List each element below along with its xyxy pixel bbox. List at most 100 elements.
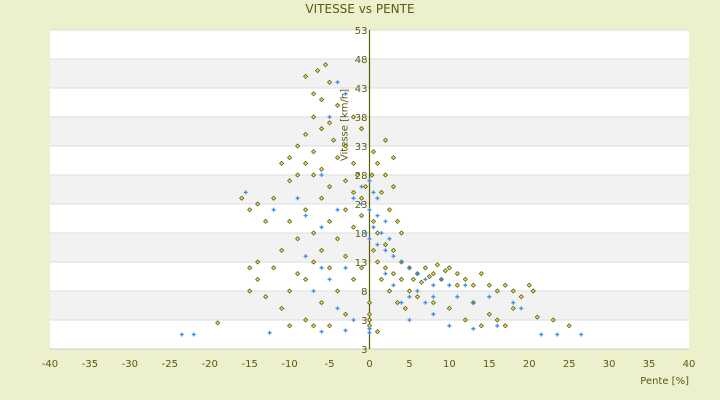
data-point-diamond [342,178,349,184]
data-point-plus [319,265,324,270]
data-point-diamond [518,294,524,300]
data-point-diamond [350,160,357,167]
data-point-diamond [255,201,261,207]
data-point-plus [391,254,396,259]
data-point-plus [423,277,428,282]
data-point-diamond [494,288,500,294]
data-point-plus [383,248,388,253]
data-point-plus [471,326,476,331]
data-point-diamond [390,183,397,190]
data-point-diamond [350,224,357,230]
data-point-diamond [530,288,536,294]
data-point-plus [295,196,300,201]
data-point-diamond [386,288,393,294]
data-point-diamond [247,288,253,294]
data-point-plus [379,231,384,235]
data-point-diamond [239,195,245,201]
data-point-diamond [358,265,365,271]
x-tick-label: 25 [563,359,576,370]
data-point-diamond [247,265,253,271]
data-point-plus [539,332,544,337]
data-point-diamond [318,247,325,254]
data-point-diamond [426,273,433,280]
data-point-diamond [318,96,325,103]
data-point-diamond [318,125,325,132]
y-tick-label: 3 [361,316,367,327]
data-point-diamond [310,91,317,97]
data-point-plus [387,236,392,241]
data-point-diamond [358,125,365,132]
data-point-diamond [302,160,309,167]
x-tick-label: 5 [406,359,412,370]
data-point-diamond [550,317,556,323]
data-point-plus [431,312,436,317]
data-point-diamond [390,154,397,161]
data-point-diamond [502,282,508,288]
data-point-plus [431,294,436,299]
x-tick-label: 0 [366,359,372,370]
data-point-diamond [374,259,381,265]
data-point-diamond [326,218,333,225]
y-tick-label: 18 [355,229,368,240]
data-point-diamond [369,172,375,178]
data-point-diamond [247,207,253,213]
x-tick-label: -10 [281,359,297,370]
data-point-plus [371,225,376,230]
data-point-diamond [255,259,261,265]
data-point-diamond [314,67,321,74]
data-point-diamond [486,311,492,317]
data-point-plus [439,277,444,282]
data-point-diamond [434,262,441,268]
data-point-diamond [318,195,325,201]
y-tick-label: 8 [361,287,367,298]
data-point-plus [423,300,428,305]
y-tick-label: 3 [361,345,367,356]
data-point-plus [311,289,316,293]
data-point-diamond [310,172,317,178]
chart-title: VITESSE vs PENTE [305,2,415,16]
data-point-diamond [382,137,389,143]
data-point-plus [415,289,420,293]
data-point-diamond [279,247,285,254]
data-point-diamond [350,189,357,196]
y-tick-label: 53 [355,26,368,37]
data-point-diamond [342,311,349,317]
data-point-plus [303,254,308,259]
data-point-plus [327,115,332,119]
data-point-plus [367,330,372,335]
data-point-diamond [279,160,285,167]
data-point-diamond [294,270,301,277]
x-tick-label: -30 [122,359,138,370]
data-point-diamond [370,149,377,155]
y-tick-label: 38 [355,113,368,124]
data-point-diamond [342,207,349,213]
data-point-diamond [462,276,468,283]
data-point-diamond [326,79,333,85]
data-point-plus [399,260,404,264]
data-point-diamond [446,305,453,312]
data-point-diamond [215,320,221,326]
data-point-diamond [442,268,449,274]
data-point-diamond [382,241,389,248]
data-point-diamond [334,236,341,242]
data-point-diamond [286,154,293,161]
data-point-diamond [255,276,261,283]
x-tick-label: 10 [443,359,456,370]
data-point-diamond [334,154,341,161]
x-tick-label: 35 [643,359,656,370]
data-point-diamond [318,166,325,172]
data-point-plus [351,318,356,322]
data-point-diamond [366,299,373,306]
data-point-diamond [334,288,341,294]
data-point-diamond [302,317,309,323]
data-point-diamond [390,270,397,277]
data-point-plus [495,323,500,328]
data-point-plus [363,231,368,235]
data-point-diamond [310,114,317,120]
data-point-diamond [271,265,277,271]
data-point-diamond [302,131,309,138]
x-tick-label: -15 [242,359,258,370]
data-point-diamond [534,314,540,320]
data-point-plus [319,329,324,334]
data-point-diamond [326,183,333,190]
